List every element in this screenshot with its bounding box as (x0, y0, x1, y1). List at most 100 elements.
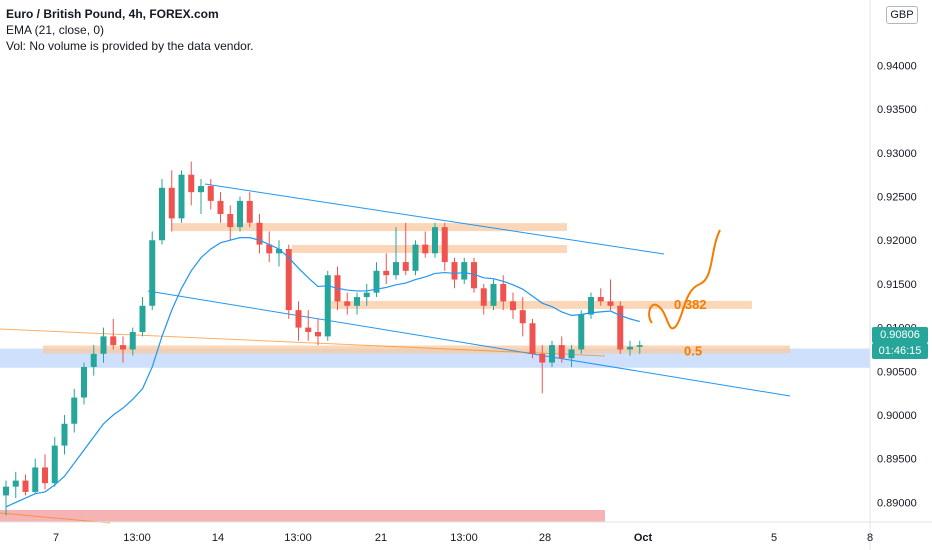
candle-body (588, 297, 594, 315)
candle-body (276, 248, 282, 254)
y-tick-label: 0.92000 (877, 235, 917, 247)
candle-body (71, 397, 78, 424)
candle-body (432, 227, 438, 254)
candle-body (217, 200, 224, 215)
annotation-layer: 0.382 0.5 (648, 229, 721, 358)
candle-body (617, 305, 624, 350)
candle-body (451, 262, 458, 280)
candle-body (490, 283, 497, 306)
sr-zone (172, 223, 567, 232)
candle-body (471, 262, 477, 289)
forecast-path (648, 229, 721, 330)
candle-body (500, 283, 507, 302)
candle-body (363, 292, 370, 298)
x-tick-label: 13:00 (284, 532, 312, 544)
candle-body (246, 200, 253, 223)
bottom-range-band (0, 510, 605, 522)
x-tick-label: 7 (53, 532, 59, 544)
candle-body (315, 331, 321, 337)
long-trend-line (0, 328, 606, 357)
candle-body (373, 270, 380, 293)
candle-body (578, 314, 585, 350)
candle-body (412, 244, 419, 271)
candle-body (422, 244, 429, 254)
x-tick-label: Oct (634, 532, 653, 544)
y-tick-label: 0.93000 (877, 148, 917, 160)
candle-body (480, 288, 487, 306)
symbol-title[interactable]: Euro / British Pound, 4h, FOREX.com (6, 7, 219, 21)
candle-body (568, 349, 575, 359)
candle-body (81, 366, 87, 398)
candle-body (90, 353, 97, 367)
fib-level-label: 0.382 (674, 297, 707, 312)
candle-body (636, 345, 643, 347)
candle-body (627, 346, 633, 350)
candle-body (168, 187, 175, 219)
channel-upper-line (204, 183, 665, 255)
candle-body (519, 310, 526, 324)
sr-zone (292, 244, 567, 253)
candle-body (22, 480, 29, 492)
candle-body (12, 480, 19, 487)
candle-body (344, 301, 351, 306)
candle-body (207, 186, 214, 201)
last-price-tag: 0.90806 (872, 327, 928, 343)
candle-body (461, 262, 468, 280)
candle-body (383, 270, 390, 276)
candle-body (32, 467, 39, 492)
candle-body (227, 214, 234, 228)
candle-body (42, 467, 48, 484)
candle-body (61, 423, 68, 446)
ema-line (5, 237, 640, 508)
candle-body (129, 331, 136, 350)
sr-zone (43, 345, 790, 354)
currency-badge[interactable]: GBP (886, 6, 918, 24)
candle-body (110, 336, 117, 346)
y-tick-label: 0.93500 (877, 104, 917, 116)
x-tick-label: 13:00 (450, 532, 478, 544)
ema-layer (5, 237, 640, 508)
candle-body (256, 222, 263, 245)
candle-body (188, 174, 195, 193)
candle-body (441, 227, 448, 263)
candle-body (120, 345, 126, 350)
x-tick-label: 8 (867, 532, 873, 544)
sr-zone (330, 300, 752, 309)
candle-body (159, 187, 165, 241)
candle-body (393, 262, 399, 276)
candle-body (324, 275, 331, 337)
candle-body (549, 345, 555, 363)
y-tick-label: 0.92500 (877, 192, 917, 204)
candle-body (198, 186, 204, 193)
x-tick-label: 28 (539, 532, 551, 544)
candles-layer (3, 161, 643, 516)
zone-layer (0, 223, 870, 522)
channel-lower-line (147, 290, 791, 397)
candle-body (305, 327, 312, 332)
candle-body (510, 301, 516, 311)
candle-body (529, 323, 536, 354)
ema-legend[interactable]: EMA (21, close, 0) (6, 23, 105, 37)
volume-legend: Vol: No volume is provided by the data v… (6, 39, 254, 53)
candle-body (3, 486, 9, 496)
y-tick-label: 0.89500 (877, 454, 917, 466)
fib-level-label: 0.5 (684, 343, 702, 358)
x-tick-label: 13:00 (123, 532, 151, 544)
candle-body (402, 262, 409, 271)
candle-body (607, 301, 614, 306)
y-tick-label: 0.90000 (877, 410, 917, 422)
bottom-trend-line (0, 512, 111, 524)
candle-body (285, 248, 292, 311)
candle-body (539, 353, 546, 363)
trendline-layer (0, 183, 791, 524)
y-tick-label: 0.94000 (877, 60, 917, 72)
x-tick-label: 5 (771, 532, 777, 544)
y-tick-label: 0.89000 (877, 497, 917, 509)
candle-body (558, 345, 565, 359)
candle-body (139, 305, 146, 332)
y-tick-label: 0.91500 (877, 279, 917, 291)
candle-body (178, 174, 185, 219)
candle-body (100, 336, 107, 354)
